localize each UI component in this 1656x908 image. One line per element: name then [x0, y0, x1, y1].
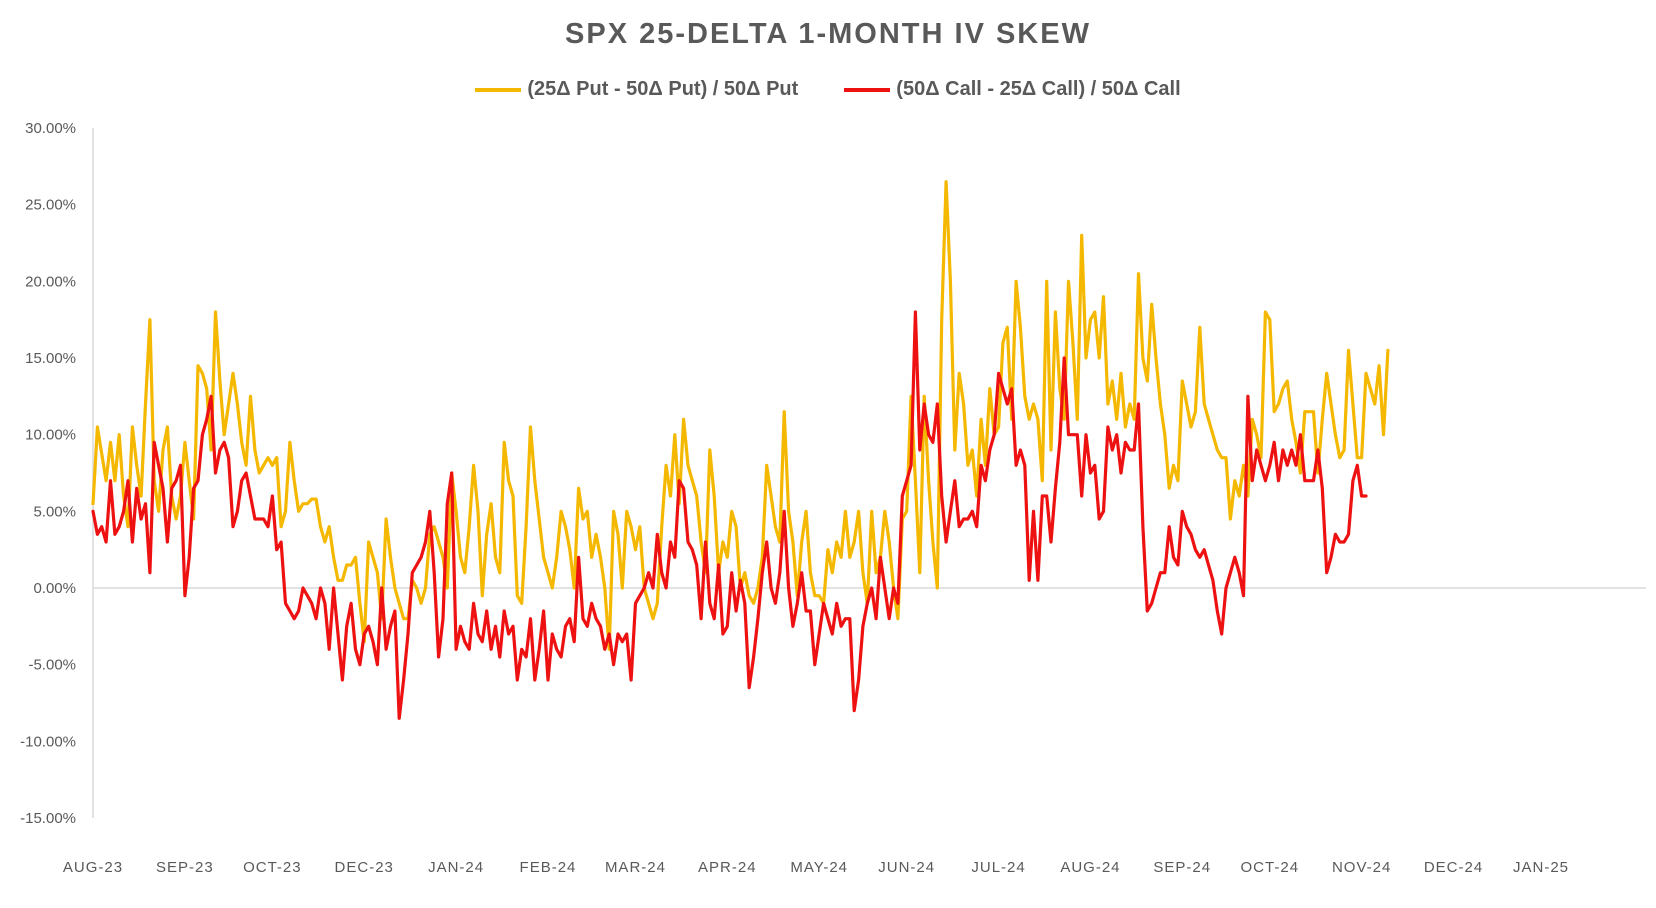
legend: (25Δ Put - 50Δ Put) / 50Δ Put (50Δ Call … — [0, 78, 1656, 101]
y-tick-label: -15.00% — [20, 810, 76, 827]
x-tick-label: SEP-24 — [1153, 859, 1211, 876]
legend-item-call: (50Δ Call - 25Δ Call) / 50Δ Call — [844, 78, 1181, 101]
y-tick-label: 30.00% — [25, 120, 76, 137]
x-tick-label: AUG-24 — [1060, 859, 1120, 876]
series-line-put-skew — [91, 180, 1390, 651]
x-tick-label: OCT-24 — [1241, 859, 1300, 876]
y-tick-label: -10.00% — [20, 733, 76, 750]
y-tick-label: 20.00% — [25, 273, 76, 290]
y-tick-label: 5.00% — [33, 503, 76, 520]
x-tick-label: JAN-25 — [1513, 859, 1569, 876]
x-tick-label: DEC-24 — [1424, 859, 1483, 876]
x-tick-label: JUL-24 — [971, 859, 1025, 876]
legend-label-put: (25Δ Put - 50Δ Put) / 50Δ Put — [527, 78, 799, 100]
x-tick-label: JAN-24 — [428, 859, 484, 876]
y-tick-label: 15.00% — [25, 350, 76, 367]
x-tick-label: NOV-24 — [1332, 859, 1391, 876]
chart-title: SPX 25-DELTA 1-MONTH IV SKEW — [565, 18, 1091, 50]
y-tick-label: 25.00% — [25, 197, 76, 214]
legend-label-call: (50Δ Call - 25Δ Call) / 50Δ Call — [896, 78, 1181, 100]
x-tick-label: OCT-23 — [243, 859, 302, 876]
legend-swatch-put — [475, 87, 522, 92]
x-tick-label: SEP-23 — [156, 859, 214, 876]
legend-item-put: (25Δ Put - 50Δ Put) / 50Δ Put — [475, 78, 798, 101]
x-tick-label: AUG-23 — [63, 859, 123, 876]
y-tick-label: -5.00% — [28, 657, 76, 674]
x-tick-label: JUN-24 — [878, 859, 935, 876]
series-line-call-skew — [91, 310, 1368, 720]
x-tick-label: MAR-24 — [605, 859, 666, 876]
x-tick-label: MAY-24 — [790, 859, 848, 876]
x-tick-label: DEC-23 — [335, 859, 394, 876]
legend-swatch-call — [844, 87, 891, 92]
y-tick-label: 0.00% — [33, 580, 76, 597]
x-tick-label: FEB-24 — [520, 859, 577, 876]
x-tick-label: APR-24 — [698, 859, 757, 876]
y-tick-label: 10.00% — [25, 427, 76, 444]
